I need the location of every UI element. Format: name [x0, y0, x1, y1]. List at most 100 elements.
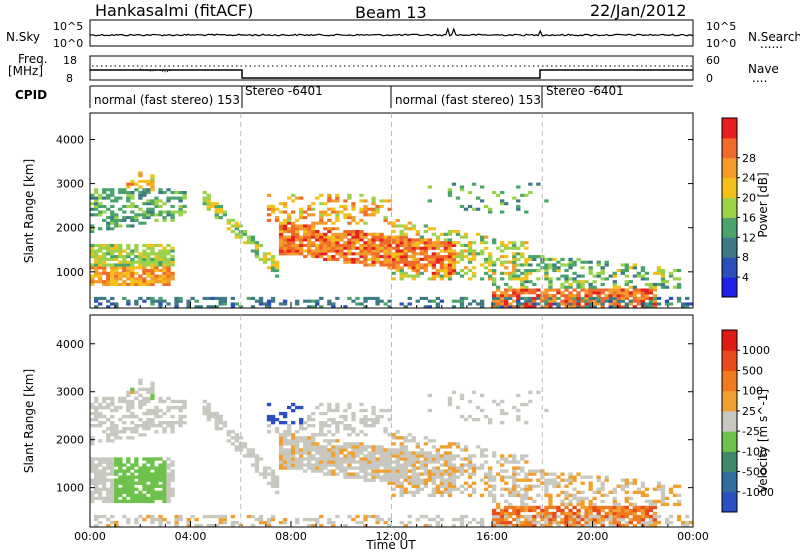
power-cell	[656, 302, 662, 306]
velocity-cell	[278, 439, 284, 443]
velocity-cell	[266, 402, 272, 407]
velocity-cell	[138, 475, 143, 479]
power-cell	[447, 249, 453, 253]
velocity-cell	[676, 493, 682, 498]
power-cell	[102, 252, 107, 256]
power-cell	[463, 271, 469, 275]
power-cell	[150, 199, 155, 203]
velocity-cell	[620, 484, 625, 488]
velocity-cell	[138, 393, 143, 398]
velocity-cell	[315, 433, 320, 437]
velocity-cell	[234, 448, 240, 452]
power-cell	[102, 196, 107, 200]
power-cell	[415, 274, 420, 278]
velocity-cell	[411, 475, 416, 479]
velocity-cell	[608, 520, 613, 525]
velocity-cell	[150, 484, 155, 488]
nsearch-tick-top: 10^5	[706, 20, 736, 33]
power-cell	[632, 294, 638, 298]
power-cell	[540, 260, 545, 264]
velocity-cell	[612, 517, 617, 522]
velocity-cell	[451, 454, 457, 458]
velocity-cell	[359, 417, 364, 422]
velocity-cell	[580, 475, 585, 479]
velocity-cell	[588, 475, 593, 479]
power-cell	[182, 191, 187, 195]
power-cell	[286, 230, 292, 234]
velocity-cell	[528, 472, 533, 476]
velocity-cell	[343, 457, 348, 461]
velocity-cell	[138, 493, 143, 498]
velocity-cell	[166, 472, 171, 476]
velocity-cell	[323, 466, 328, 470]
velocity-cell	[660, 493, 666, 498]
power-cell	[379, 299, 384, 303]
velocity-cell	[295, 457, 300, 461]
power-cell	[640, 296, 646, 300]
velocity-cell	[415, 478, 420, 482]
power-cell	[415, 243, 420, 248]
velocity-cell	[580, 499, 585, 504]
velocity-cell	[608, 517, 613, 522]
velocity-cell	[383, 408, 388, 413]
velocity-cell	[411, 484, 416, 488]
power-cell	[475, 302, 481, 306]
power-cell	[644, 277, 650, 281]
power-cell	[427, 246, 432, 250]
velocity-cell	[98, 414, 103, 419]
power-cell	[110, 257, 115, 261]
power-cell	[612, 302, 617, 306]
power-cell	[540, 291, 545, 295]
power-cell	[500, 291, 505, 295]
power-cell	[246, 235, 252, 239]
power-cell	[303, 243, 308, 248]
velocity-cell	[648, 523, 654, 528]
velocity-cell	[138, 496, 143, 501]
power-cell	[162, 266, 167, 270]
velocity-cell	[656, 514, 662, 519]
power-cell	[568, 294, 573, 298]
velocity-cell	[600, 514, 605, 519]
velocity-cell	[423, 463, 428, 467]
power-cell	[371, 252, 376, 256]
velocity-cell	[146, 487, 151, 491]
power-cell	[150, 202, 155, 206]
power-cell	[122, 188, 127, 192]
power-cell	[451, 249, 457, 253]
velocity-cell	[536, 484, 541, 488]
velocity-cell	[403, 466, 408, 470]
power-cell	[130, 210, 135, 214]
velocity-cell	[492, 493, 497, 498]
velocity-cell	[319, 433, 324, 437]
velocity-cell	[403, 436, 408, 440]
power-cell	[343, 305, 348, 309]
power-cell	[524, 288, 529, 292]
power-cell	[331, 246, 336, 250]
power-cell	[154, 213, 159, 217]
power-cell	[311, 207, 316, 211]
velocity-cell	[347, 427, 352, 431]
nsky-label: N.Sky	[6, 30, 40, 44]
velocity-cell	[106, 487, 111, 491]
colorbar-tick-label: 100	[742, 385, 763, 398]
velocity-cell	[158, 496, 163, 501]
power-cell	[516, 246, 521, 250]
velocity-cell	[122, 475, 127, 479]
velocity-cell	[415, 487, 420, 491]
power-cell	[628, 280, 633, 284]
velocity-cell	[572, 514, 577, 519]
power-cell	[568, 302, 573, 306]
power-cell	[391, 224, 396, 228]
velocity-cell	[222, 424, 227, 428]
velocity-cell	[612, 496, 617, 501]
velocity-cell	[648, 514, 654, 519]
power-cell	[548, 296, 553, 300]
power-cell	[524, 269, 529, 273]
power-cell	[399, 302, 404, 306]
power-cell	[391, 221, 396, 225]
power-cell	[114, 305, 119, 309]
power-cell	[443, 241, 449, 245]
velocity-cell	[319, 411, 324, 416]
colorbar-swatch	[722, 257, 737, 278]
power-cell	[102, 243, 107, 248]
